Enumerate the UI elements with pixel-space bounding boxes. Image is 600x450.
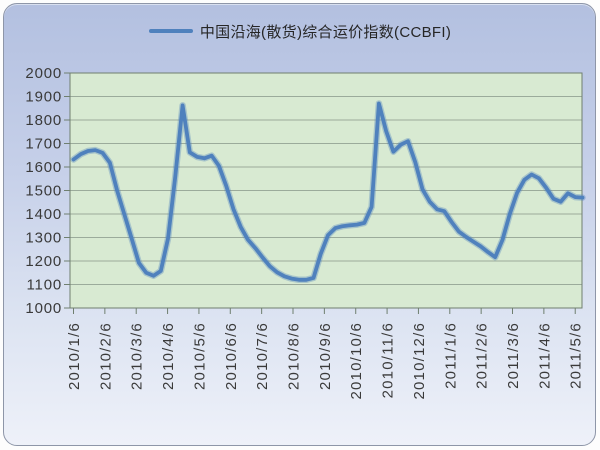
legend-label: 中国沿海(散货)综合运价指数(CCBFI)	[199, 23, 452, 41]
legend: 中国沿海(散货)综合运价指数(CCBFI)	[0, 20, 600, 42]
chart-frame	[3, 3, 596, 446]
legend-line-marker	[148, 29, 193, 33]
